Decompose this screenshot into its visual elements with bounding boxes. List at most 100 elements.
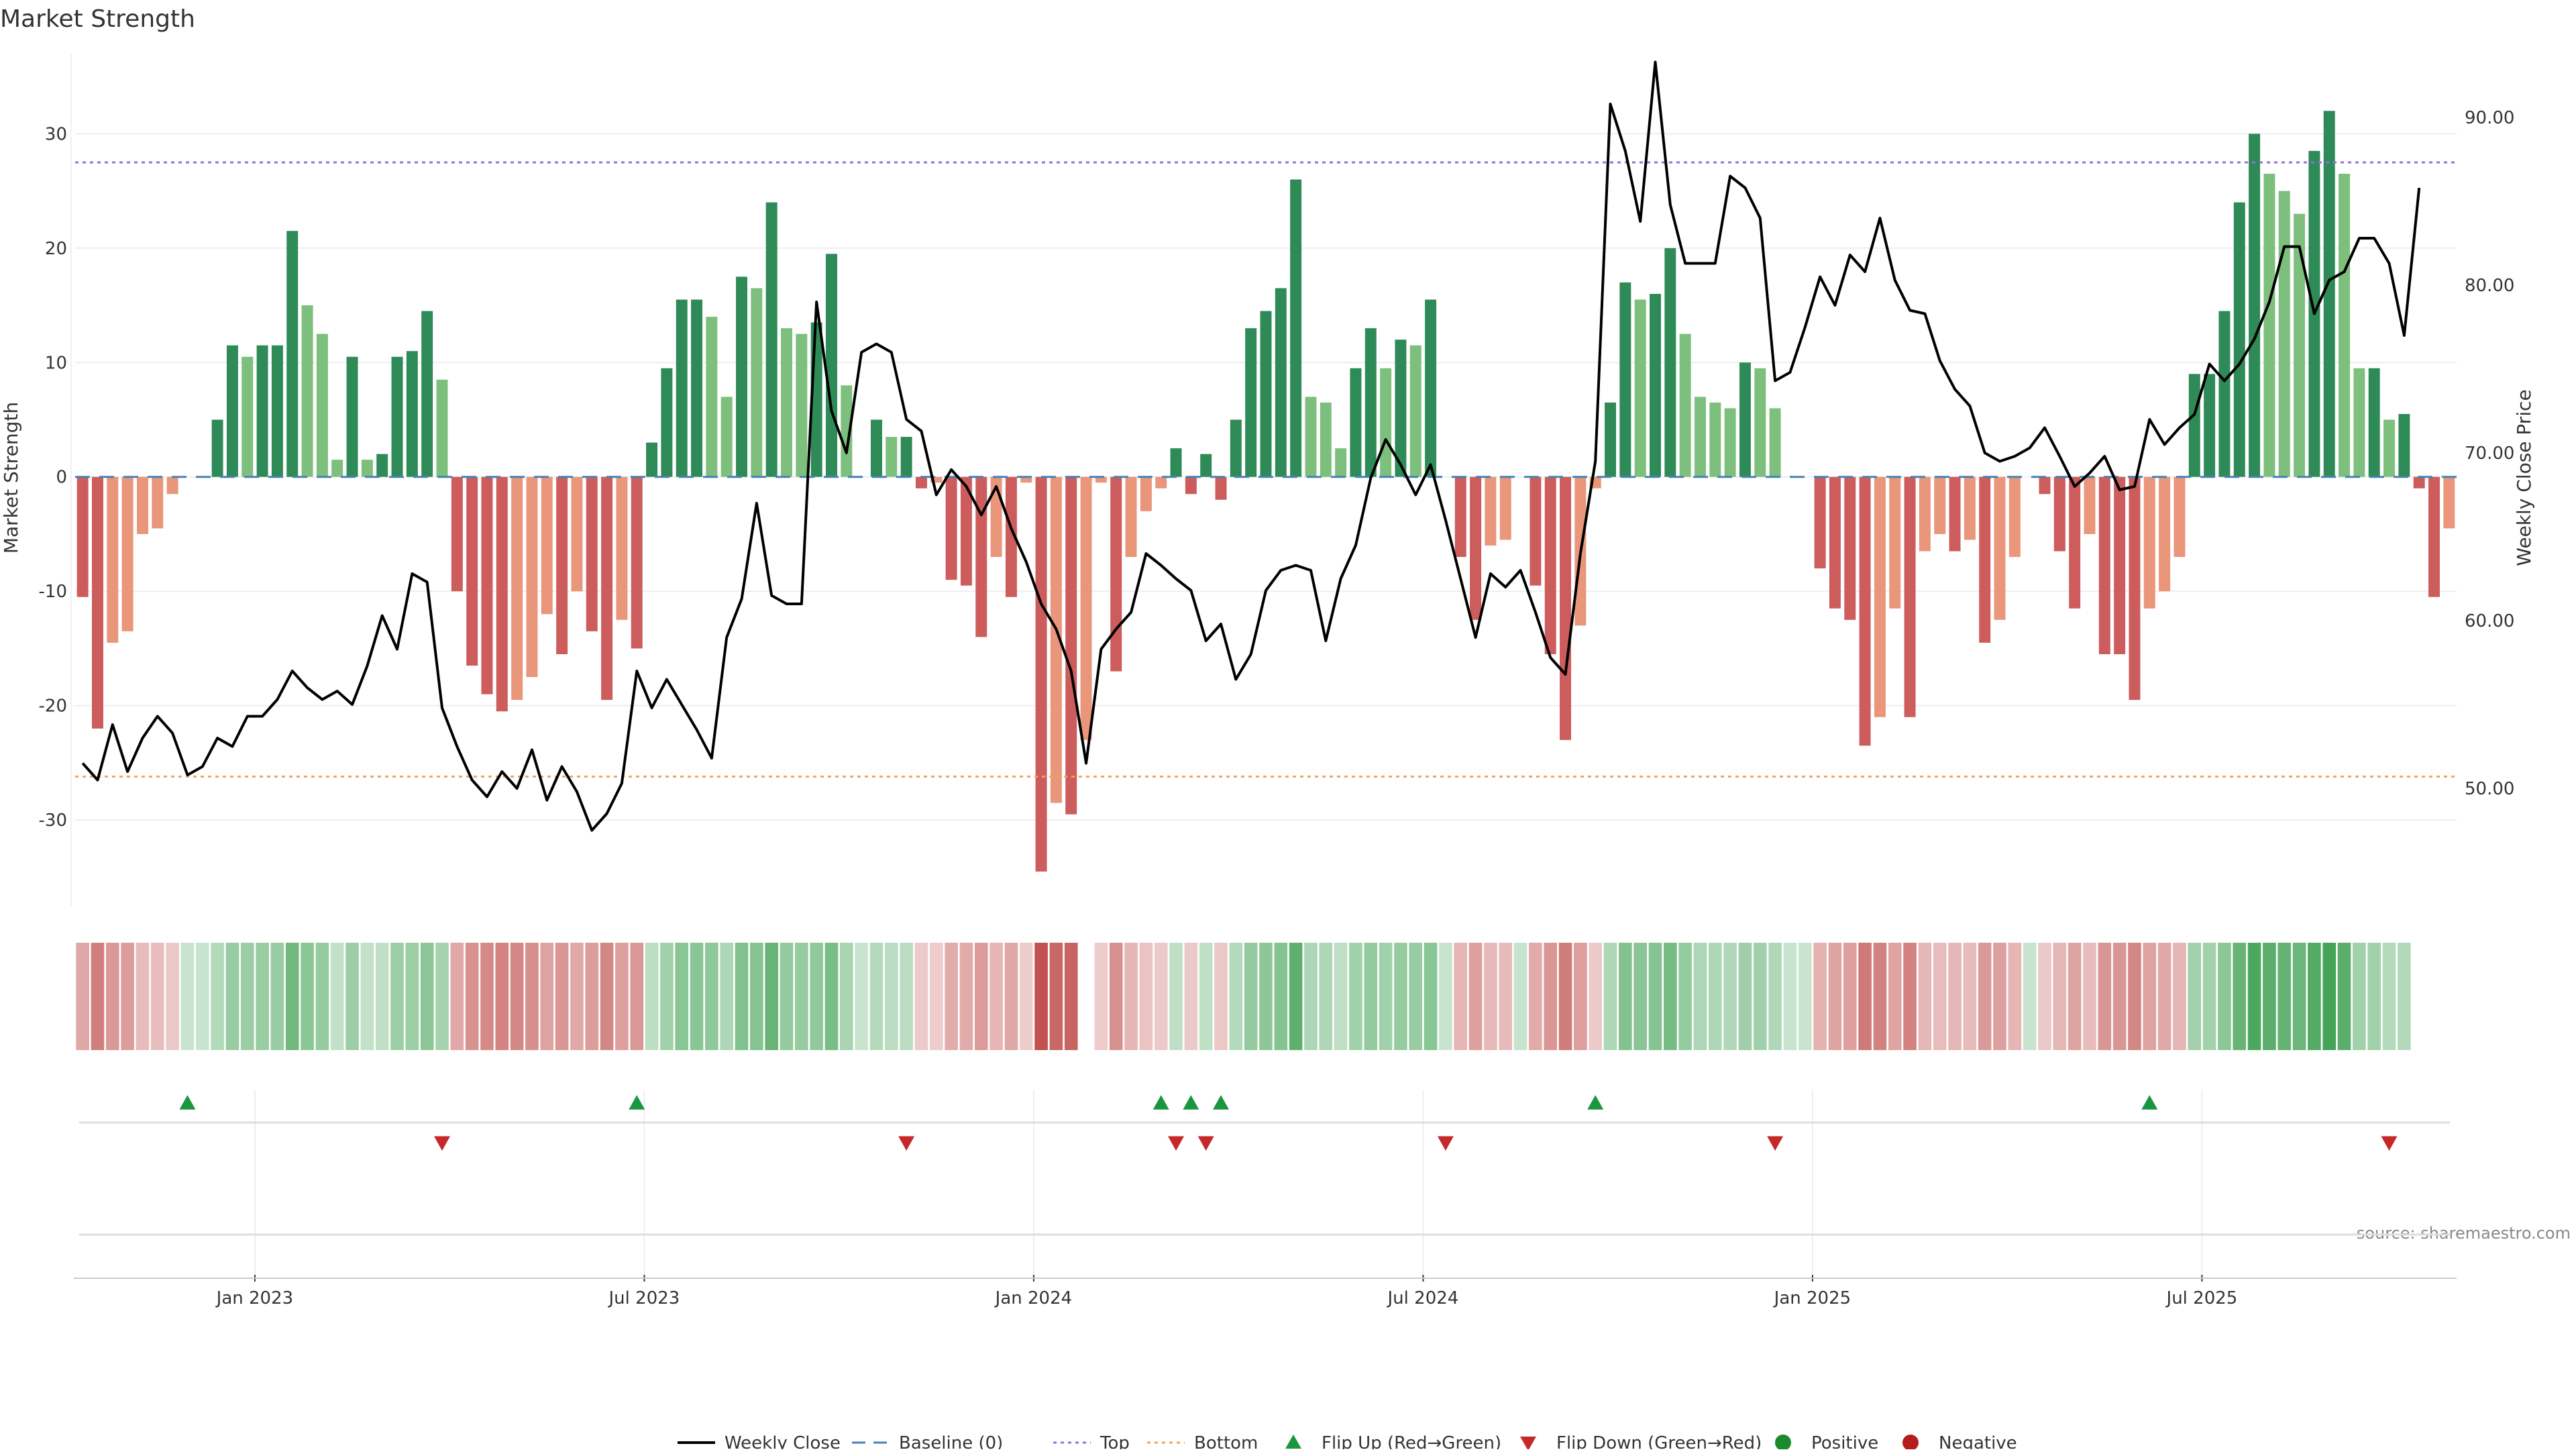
strength-bar xyxy=(2294,213,2306,477)
heat-strip-cell xyxy=(1708,943,1722,1050)
heat-strip-cell xyxy=(885,943,898,1050)
heat-strip-cell xyxy=(2143,943,2157,1050)
strength-bar xyxy=(496,476,508,712)
heat-strip-cell xyxy=(1394,943,1407,1050)
heat-strip-cell xyxy=(2367,943,2381,1050)
heat-strip-cell xyxy=(1229,943,1243,1050)
heat-strip-cell xyxy=(1678,943,1692,1050)
strength-bar xyxy=(136,476,148,534)
strength-bar xyxy=(1919,476,1931,552)
heat-strip-cell xyxy=(1454,943,1468,1050)
strength-bar xyxy=(1230,419,1242,477)
heat-strip-cell xyxy=(869,943,883,1050)
strength-bar xyxy=(2204,374,2216,477)
heat-strip-cell xyxy=(1334,943,1348,1050)
heat-strip-cell xyxy=(76,943,89,1050)
left-tick-label: -30 xyxy=(39,811,67,831)
strength-bar xyxy=(885,437,898,477)
strength-bar xyxy=(1170,448,1182,477)
strength-bar xyxy=(1110,476,1122,672)
heat-strip-cell xyxy=(1214,943,1228,1050)
heat-strip-cell xyxy=(2353,943,2366,1050)
heat-strip-cell xyxy=(1933,943,1947,1050)
left-axis-label: Market Strength xyxy=(0,402,22,554)
heat-strip-cell xyxy=(1289,943,1303,1050)
strength-bar xyxy=(526,476,538,678)
heat-strip-cell xyxy=(420,943,434,1050)
heat-strip-cell xyxy=(750,943,763,1050)
heat-strip-cell xyxy=(2038,943,2051,1050)
strength-bar xyxy=(2053,476,2065,552)
heat-strip-cell xyxy=(1424,943,1438,1050)
heat-strip-cell xyxy=(1049,943,1063,1050)
strength-bar xyxy=(1829,476,1841,609)
strength-bar xyxy=(406,351,418,477)
heat-strip-cell xyxy=(795,943,808,1050)
heat-strip-cell xyxy=(810,943,824,1050)
strength-bar xyxy=(1904,476,1916,717)
strength-bar xyxy=(2368,368,2380,477)
strength-bar xyxy=(706,317,718,477)
strength-bar xyxy=(256,345,268,477)
strength-bar xyxy=(1769,408,1781,477)
strength-bar xyxy=(1035,476,1047,872)
strength-bar xyxy=(841,385,853,477)
strength-bar xyxy=(796,333,808,477)
strength-bar xyxy=(1380,368,1392,477)
strength-bar xyxy=(661,368,673,477)
strength-bar xyxy=(1754,368,1766,477)
heat-strip-cell xyxy=(1468,943,1483,1050)
heat-strip-cell xyxy=(675,943,689,1050)
heat-strip-cell xyxy=(570,943,584,1050)
heat-strip-cell xyxy=(2083,943,2096,1050)
strength-bar xyxy=(1619,282,1631,477)
strength-bar xyxy=(751,288,763,477)
left-tick-label: 30 xyxy=(45,124,67,144)
heat-strip-cell xyxy=(1633,943,1647,1050)
strength-bar xyxy=(2413,476,2425,488)
heat-strip-cell xyxy=(225,943,239,1050)
heat-strip-cell xyxy=(1259,943,1273,1050)
heat-strip-cell xyxy=(540,943,554,1050)
heat-strip-cell xyxy=(450,943,464,1050)
right-tick-label: 90.00 xyxy=(2465,108,2514,128)
heat-strip-cell xyxy=(2068,943,2082,1050)
heat-strip-cell xyxy=(1589,943,1603,1050)
strength-bar xyxy=(720,397,733,477)
heat-strip-cell xyxy=(91,943,105,1050)
strength-bar xyxy=(1979,476,1991,643)
flip-up-marker xyxy=(179,1095,196,1110)
strength-bar xyxy=(1395,340,1407,477)
strength-bar xyxy=(301,305,313,477)
strength-bar xyxy=(361,460,373,477)
strength-bar xyxy=(1739,362,1751,477)
heat-strip-cell xyxy=(1349,943,1362,1050)
heat-strip-cell xyxy=(105,943,119,1050)
heat-strip-cell xyxy=(1379,943,1393,1050)
strength-bar xyxy=(960,476,972,586)
heat-strip-cell xyxy=(1124,943,1138,1050)
heat-strip-cell xyxy=(2322,943,2337,1050)
strength-bar xyxy=(1560,476,1572,740)
strength-bar xyxy=(346,356,358,477)
heat-strip-cell xyxy=(1169,943,1183,1050)
strength-bar xyxy=(2114,476,2126,654)
strength-bar xyxy=(1409,345,1421,477)
strength-bar xyxy=(1260,311,1272,477)
strength-bar xyxy=(466,476,478,666)
strength-bar xyxy=(2159,476,2171,592)
heat-strip-cell xyxy=(690,943,704,1050)
strength-bar xyxy=(1215,476,1227,500)
strength-bar xyxy=(421,311,433,477)
strength-bar xyxy=(2098,476,2110,654)
legend-label: Flip Down (Green→Red) xyxy=(1556,1433,1762,1449)
heat-strip-cell xyxy=(735,943,749,1050)
heat-strip-cell xyxy=(256,943,269,1050)
heat-strip-cell xyxy=(660,943,674,1050)
strength-bar xyxy=(1664,248,1676,477)
heat-strip-cell xyxy=(630,943,644,1050)
heat-strip-cell xyxy=(1813,943,1827,1050)
heat-strip-cell xyxy=(2053,943,2067,1050)
strength-bar xyxy=(586,476,598,631)
